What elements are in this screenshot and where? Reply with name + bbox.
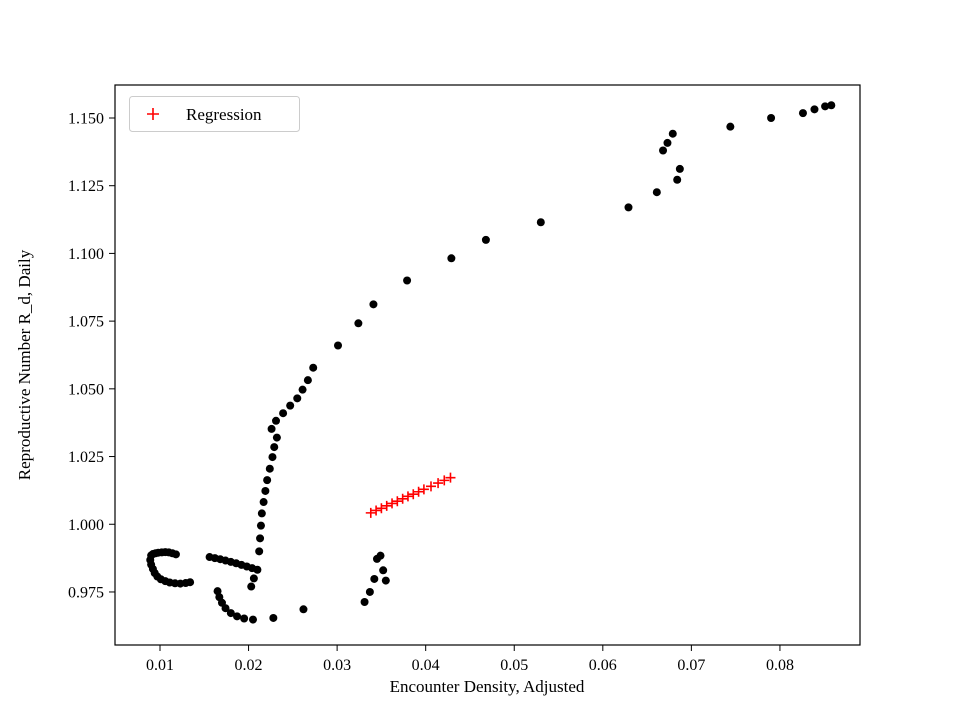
scatter-point (652, 188, 661, 197)
regression-point (445, 472, 456, 483)
scatter-point (270, 443, 279, 452)
regression-point (365, 507, 376, 518)
scatter-point (267, 424, 276, 433)
scatter-point (272, 416, 281, 425)
scatter-point (272, 433, 281, 442)
regression-point (397, 493, 408, 504)
scatter-point (659, 146, 668, 155)
scatter-point (299, 605, 308, 614)
x-tick-label: 0.01 (146, 657, 174, 674)
y-tick-label: 1.125 (68, 178, 104, 195)
y-tick-label: 1.075 (68, 314, 104, 331)
scatter-point (265, 464, 274, 473)
scatter-point (354, 319, 363, 328)
scatter-point (247, 582, 256, 591)
scatter-point (668, 129, 677, 138)
scatter-point (298, 385, 307, 394)
regression-point (433, 478, 444, 489)
scatter-point (269, 613, 278, 622)
scatter-point (447, 254, 456, 263)
regression-point (408, 489, 419, 500)
regression-point (413, 486, 424, 497)
scatter-point (255, 547, 264, 556)
y-tick-label: 1.000 (68, 517, 104, 534)
scatter-point (248, 615, 257, 624)
scatter-point (261, 486, 270, 495)
y-tick-label: 1.025 (68, 449, 104, 466)
regression-point (425, 481, 436, 492)
y-axis-label: Reproductive Number R_d, Daily (15, 249, 34, 480)
scatter-point (376, 551, 385, 560)
scatter-point (403, 276, 412, 285)
x-tick-label: 0.05 (500, 657, 528, 674)
regression-point (371, 505, 382, 516)
x-tick-label: 0.06 (589, 657, 617, 674)
x-tick-label: 0.07 (677, 657, 705, 674)
regression-point (381, 500, 392, 511)
scatter-point (481, 235, 490, 244)
x-tick-label: 0.08 (766, 657, 794, 674)
legend-entry-regression: Regression (186, 105, 262, 124)
scatter-point (240, 614, 249, 623)
scatter-point (263, 476, 272, 485)
axes-frame (114, 84, 861, 646)
regression-point (402, 491, 413, 502)
scatter-point (663, 138, 672, 147)
scatter-point (624, 203, 633, 212)
scatter-point (249, 574, 258, 583)
scatter-point (279, 409, 288, 418)
regression-point (387, 498, 398, 509)
scatter-point (767, 113, 776, 122)
scatter-point (821, 102, 830, 111)
regression-legend-marker-icon (147, 108, 159, 120)
scatter-point (171, 550, 180, 559)
scatter-point (673, 175, 682, 184)
regression-point (418, 484, 429, 495)
scatter-point (334, 341, 343, 350)
scatter-point (253, 565, 262, 574)
scatter-point (798, 109, 807, 118)
scatter-point (221, 604, 230, 613)
scatter-point (186, 578, 195, 587)
scatter-point (286, 401, 295, 410)
x-tick-label: 0.03 (323, 657, 351, 674)
y-tick-label: 0.975 (68, 584, 104, 601)
legend: Regression (129, 96, 300, 132)
scatter-point (675, 164, 684, 173)
x-tick-label: 0.02 (235, 657, 263, 674)
scatter-point (536, 218, 545, 227)
scatter-point (810, 105, 819, 114)
scatter-point (303, 376, 312, 385)
regression-point (376, 503, 387, 514)
plot-layer: 0.01 0.02 0.03 0.04 0.05 0.06 0.07 0.08 0.975 1.0… (68, 84, 861, 674)
scatter-point (257, 509, 266, 518)
scatter-point (360, 597, 369, 606)
scatter-point (259, 498, 268, 507)
scatter-point (381, 576, 390, 585)
scatter-point (226, 609, 235, 618)
y-tick-label: 1.100 (68, 246, 104, 263)
scatter-point (256, 521, 265, 530)
y-tick-label: 1.050 (68, 381, 104, 398)
y-tick-label: 1.150 (68, 110, 104, 127)
scatter-point (293, 394, 302, 403)
regression-point (439, 475, 450, 486)
legend-box (129, 96, 300, 132)
scatter-point (827, 101, 836, 110)
regression-point (392, 496, 403, 507)
scatter-point (379, 566, 388, 575)
scatter-point (309, 363, 318, 372)
scatter-point (370, 574, 379, 583)
x-tick-label: 0.04 (412, 657, 440, 674)
scatter-point (365, 587, 374, 596)
scatter-point (726, 122, 735, 131)
scatter-point (233, 612, 242, 621)
scatter-point (268, 453, 277, 462)
x-axis-label: Encounter Density, Adjusted (390, 677, 585, 696)
scatter-point (256, 534, 265, 543)
scatter-point (369, 300, 378, 309)
